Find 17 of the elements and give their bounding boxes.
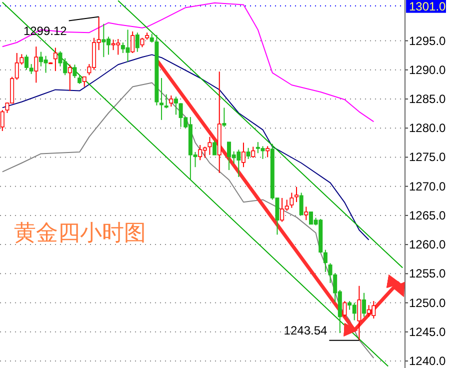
ref-line-label: 1301.0 — [409, 0, 446, 14]
y-tick-label: 1275.0 — [409, 150, 446, 164]
y-tick-label: 1255.0 — [409, 266, 446, 281]
annotation: 1243.54 — [284, 323, 360, 341]
y-tick-label: 1295.0 — [409, 34, 446, 48]
y-tick-label: 1250.0 — [409, 296, 446, 310]
y-tick-label: 1260.0 — [409, 238, 446, 252]
y-tick-label: 1265.0 — [409, 208, 446, 222]
y-tick-label: 1270.0 — [409, 179, 446, 194]
y-tick-label: 1280.0 — [409, 121, 446, 136]
y-tick-label: 1290.0 — [409, 62, 446, 77]
text: 黄金四小时图 — [14, 221, 146, 246]
ref-line: 1301.0 — [0, 0, 446, 14]
y-tick-label: 1245.0 — [409, 324, 446, 339]
annotation: 1243.54 — [284, 323, 328, 338]
y-tick-label: 1285.0 — [409, 92, 446, 106]
y-tick-label: 1240.0 — [409, 354, 446, 368]
